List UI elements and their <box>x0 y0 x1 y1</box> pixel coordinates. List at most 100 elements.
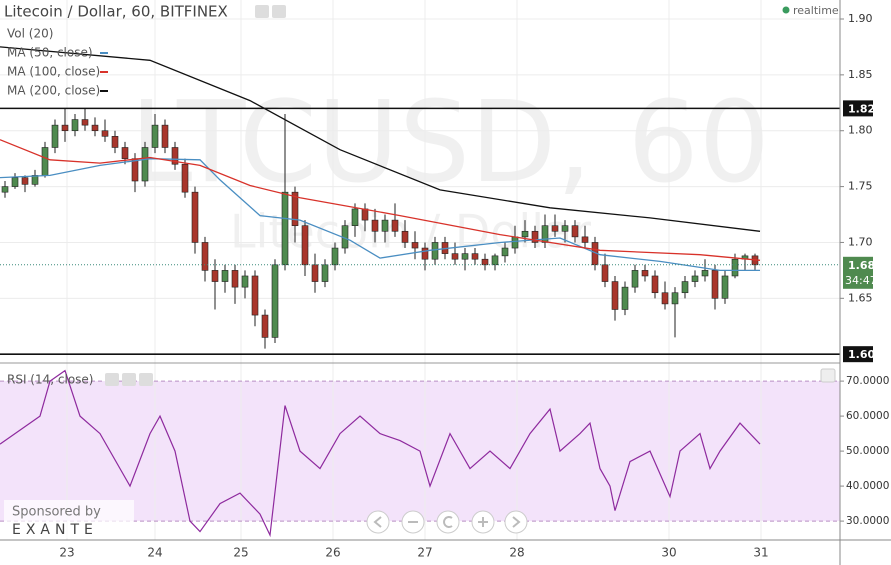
candle-body <box>651 275 659 294</box>
chart-title: Litecoin / Dollar, 60, BITFINEX <box>4 3 228 21</box>
moving-average <box>0 139 761 261</box>
y-tick-label: 40.0000 <box>846 480 889 492</box>
candle-body <box>641 270 649 277</box>
candle-body <box>191 191 199 243</box>
last-price-box <box>843 256 873 289</box>
x-tick-label: 25 <box>233 546 248 560</box>
candle-body <box>311 264 319 282</box>
candle-body <box>541 225 549 243</box>
icon[interactable] <box>255 5 269 18</box>
candle-body <box>21 177 29 185</box>
x-tick-label: 23 <box>59 546 74 560</box>
candle-body <box>161 124 169 148</box>
candle-body <box>251 275 259 316</box>
candle-body <box>391 219 399 232</box>
candle-body <box>331 247 339 266</box>
candle-body <box>511 236 519 249</box>
y-tick-label: 30.0000 <box>846 515 889 527</box>
candle-body <box>731 258 739 277</box>
x-tick-label: 27 <box>417 546 432 560</box>
candle-body <box>1 186 9 193</box>
candle-body <box>711 270 719 299</box>
candle-body <box>81 119 89 126</box>
candle-body <box>611 281 619 310</box>
candle-body <box>531 230 539 243</box>
candle-body <box>151 124 159 148</box>
candle-body <box>561 225 569 232</box>
candle-body <box>41 147 49 176</box>
candle-body <box>721 275 729 299</box>
icon[interactable] <box>272 5 286 18</box>
candle-body <box>271 264 279 338</box>
legend: MA (50, close) MA (100, close) MA (200, cl… <box>7 46 108 98</box>
sponsor-name: EXANTE <box>12 522 98 538</box>
candle-body <box>211 270 219 282</box>
moving-average <box>0 46 761 232</box>
candle-body <box>401 230 409 243</box>
candle-body <box>431 242 439 260</box>
y-tick-label: 1.80 <box>848 124 873 137</box>
watermark-name: Litecoin / Dollar <box>230 205 591 259</box>
candle-body <box>581 236 589 243</box>
candle-body <box>241 275 249 288</box>
collapse-button[interactable] <box>820 368 836 383</box>
y-tick-label: 1.70 <box>848 235 873 248</box>
candle-body <box>221 270 229 282</box>
icon[interactable] <box>105 373 119 386</box>
candle-body <box>171 147 179 165</box>
status: realtime <box>793 4 839 17</box>
rsi-line <box>0 369 761 538</box>
candle-body <box>471 253 479 260</box>
candle-body <box>131 158 139 182</box>
y-tick-label: 60.0000 <box>846 410 889 422</box>
y-tick-label: 1.85 <box>848 68 873 81</box>
candle-body <box>481 258 489 266</box>
nav-right[interactable] <box>504 510 528 534</box>
candle-body <box>351 208 359 226</box>
candle-body <box>681 281 689 294</box>
candle-body <box>261 314 269 338</box>
y-tick-label: 1.90 <box>848 12 873 25</box>
candle-body <box>621 286 629 310</box>
candle-body <box>11 177 19 187</box>
candle-body <box>121 147 129 159</box>
last-price-label: 1.68 <box>848 259 875 272</box>
candle-body <box>691 275 699 282</box>
candle-body <box>551 225 559 232</box>
icon[interactable] <box>139 373 153 386</box>
icon[interactable] <box>122 373 136 386</box>
legend-label: MA (50, close) <box>7 46 93 60</box>
legend-label: MA (100, close) <box>7 65 100 79</box>
plot <box>0 46 840 538</box>
y-tick-label: 50.0000 <box>846 445 889 457</box>
moving-average <box>0 158 760 272</box>
candle-body <box>701 270 709 277</box>
y-tick-label: 1.75 <box>848 180 873 193</box>
candle-body <box>101 130 109 137</box>
candle-body <box>291 191 299 226</box>
nav-buttons <box>366 510 528 534</box>
line-label-box <box>843 100 873 117</box>
legend-label: MA (200, close) <box>7 84 100 98</box>
nav-left[interactable] <box>366 510 390 534</box>
indicator-label: Vol (20) <box>7 27 53 41</box>
candle-body <box>601 264 609 282</box>
candle-body <box>301 225 309 266</box>
grid <box>0 0 840 540</box>
countdown: 34:47 <box>845 274 877 287</box>
candle-body <box>571 225 579 238</box>
candle-body <box>491 255 499 266</box>
candle-body <box>521 230 529 238</box>
candle-body <box>71 119 79 132</box>
candle-body <box>501 247 509 257</box>
sponsor-box <box>4 500 134 538</box>
watermark-symbol: LTCUSD, 60 <box>130 78 770 208</box>
candle-body <box>411 242 419 249</box>
line-label: 1.82 <box>848 102 875 115</box>
candle-body <box>321 264 329 282</box>
candle-body <box>91 124 99 132</box>
candle-body <box>371 219 379 232</box>
reset[interactable] <box>436 510 460 534</box>
line-label: 1.60 <box>848 348 875 361</box>
rsi-title: RSI (14, close) <box>7 373 93 387</box>
